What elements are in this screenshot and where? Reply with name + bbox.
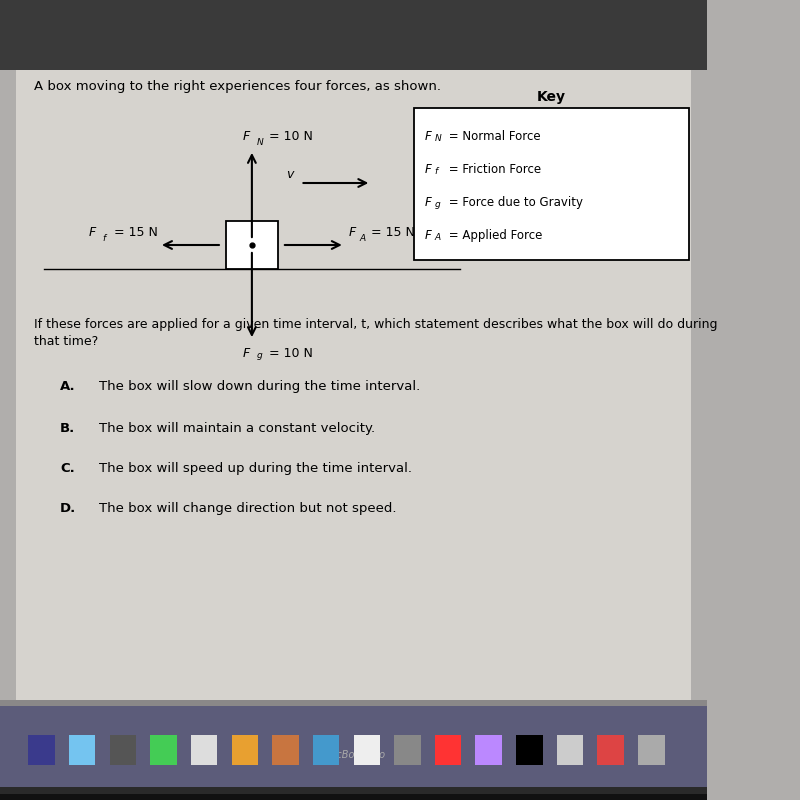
Text: A: A <box>435 233 441 242</box>
Text: The box will speed up during the time interval.: The box will speed up during the time in… <box>99 462 412 475</box>
Text: F: F <box>349 226 356 239</box>
Text: N: N <box>257 138 264 147</box>
Text: The box will maintain a constant velocity.: The box will maintain a constant velocit… <box>99 422 375 435</box>
Text: A: A <box>360 234 366 243</box>
Bar <box>150 735 177 765</box>
Bar <box>354 735 380 765</box>
Text: = 15 N: = 15 N <box>366 226 414 239</box>
Text: v: v <box>286 168 294 181</box>
Text: g: g <box>257 351 263 360</box>
Text: f: f <box>435 167 438 176</box>
Bar <box>394 735 421 765</box>
Text: = 10 N: = 10 N <box>265 347 313 360</box>
Text: F: F <box>424 196 431 209</box>
Bar <box>272 735 298 765</box>
Text: = Friction Force: = Friction Force <box>445 163 541 176</box>
Text: Key: Key <box>537 90 566 104</box>
Text: N: N <box>435 134 442 143</box>
Bar <box>16 70 691 705</box>
Text: g: g <box>435 200 441 209</box>
Text: = Force due to Gravity: = Force due to Gravity <box>445 196 582 209</box>
Text: F: F <box>424 229 431 242</box>
Bar <box>226 221 278 269</box>
Bar <box>231 735 258 765</box>
Text: MacBook Pro: MacBook Pro <box>322 750 385 760</box>
Text: F: F <box>243 347 250 360</box>
Text: A box moving to the right experiences four forces, as shown.: A box moving to the right experiences fo… <box>34 80 441 93</box>
Bar <box>0 794 707 800</box>
Bar <box>557 735 583 765</box>
Bar <box>475 735 502 765</box>
Bar <box>0 787 707 800</box>
Bar <box>598 735 624 765</box>
Text: F: F <box>88 226 95 239</box>
Bar <box>313 735 339 765</box>
Bar <box>0 700 707 706</box>
Text: = Normal Force: = Normal Force <box>445 130 540 143</box>
Bar <box>516 735 542 765</box>
Text: A.: A. <box>60 380 76 393</box>
Bar <box>69 735 95 765</box>
Text: = 10 N: = 10 N <box>265 130 313 143</box>
Text: The box will slow down during the time interval.: The box will slow down during the time i… <box>99 380 420 393</box>
Text: D.: D. <box>60 502 76 515</box>
Bar <box>638 735 665 765</box>
Text: F: F <box>424 130 431 143</box>
Text: If these forces are applied for a given time interval, t, which statement descri: If these forces are applied for a given … <box>34 318 717 348</box>
Text: F: F <box>243 130 250 143</box>
Bar <box>28 735 54 765</box>
Bar <box>110 735 136 765</box>
Bar <box>414 108 690 260</box>
Text: The box will change direction but not speed.: The box will change direction but not sp… <box>99 502 397 515</box>
Bar <box>0 706 707 787</box>
Bar <box>0 0 707 70</box>
Text: C.: C. <box>60 462 75 475</box>
Text: f: f <box>102 234 106 243</box>
Text: B.: B. <box>60 422 75 435</box>
Text: F: F <box>424 163 431 176</box>
Bar <box>191 735 218 765</box>
Bar <box>435 735 462 765</box>
Text: = Applied Force: = Applied Force <box>445 229 542 242</box>
Text: = 15 N: = 15 N <box>110 226 158 239</box>
